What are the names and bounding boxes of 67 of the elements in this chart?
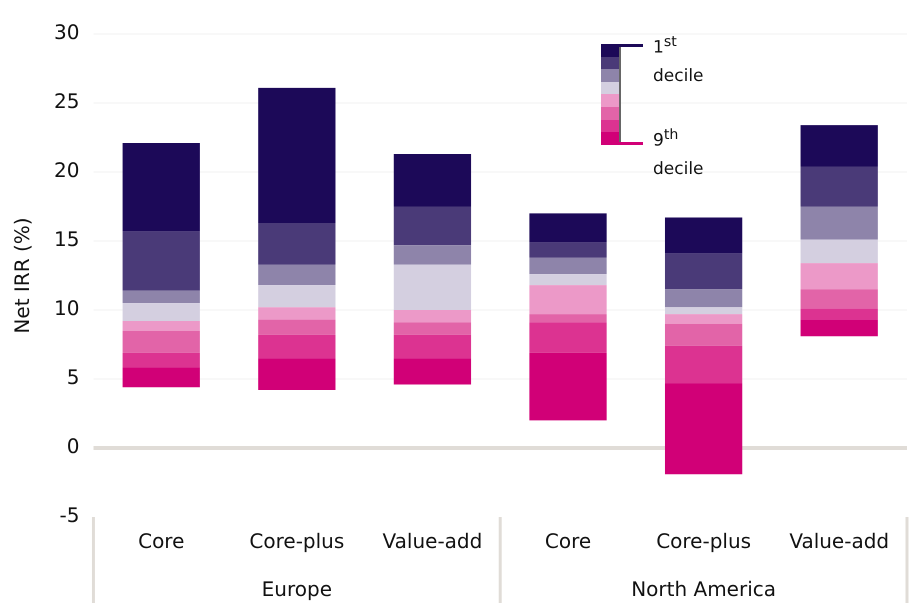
bar [394, 206, 472, 246]
bar [258, 285, 336, 308]
bar [258, 334, 336, 358]
bar [664, 346, 742, 384]
bar [664, 289, 742, 308]
bar [394, 154, 472, 206]
y-tick-label: -5 [59, 503, 80, 528]
bar [529, 322, 607, 353]
x-tick-label: Value-add [382, 529, 482, 554]
bar [800, 166, 878, 206]
bar [258, 264, 336, 286]
bar [800, 125, 878, 166]
bar [664, 253, 742, 290]
y-tick-label: 20 [54, 158, 80, 182]
bar [258, 358, 336, 390]
bar [394, 358, 472, 385]
bar [800, 308, 878, 320]
bar [394, 245, 472, 264]
y-tick-label: 25 [54, 89, 80, 114]
bar [258, 88, 336, 224]
bar [122, 352, 200, 368]
y-tick-label: 15 [54, 227, 80, 252]
bar [800, 320, 878, 336]
bar [122, 367, 200, 388]
bar [664, 314, 742, 324]
y-tick-label: 0 [66, 434, 80, 458]
bar [664, 307, 742, 314]
bar [529, 285, 607, 314]
x-tick-label: Core-plus [656, 529, 752, 554]
bar [529, 274, 607, 286]
bar [394, 334, 472, 358]
bar [258, 223, 336, 264]
bar [122, 231, 200, 291]
bar [529, 352, 607, 420]
bar [122, 321, 200, 331]
bar [122, 290, 200, 304]
x-tick-label: Core [138, 529, 184, 554]
text: North America [631, 577, 776, 602]
bar [394, 322, 472, 335]
bar [122, 303, 200, 322]
x-tick-label: Value-add [789, 529, 890, 554]
bar [800, 263, 878, 290]
y-tick-label: 30 [54, 20, 80, 44]
bar [800, 240, 878, 264]
text: Europe [262, 577, 332, 602]
x-tick-label: Core-plus [249, 529, 344, 554]
bar [529, 213, 607, 242]
y-tick-label: 10 [54, 296, 80, 320]
bar [664, 324, 742, 346]
bar [394, 264, 472, 310]
bar [800, 289, 878, 309]
annotation: 9$^{th}$ decile [653, 126, 705, 181]
y-tick-label: 5 [66, 365, 80, 390]
bar [664, 383, 742, 474]
bar [394, 310, 472, 322]
bar [258, 320, 336, 335]
bar [122, 143, 200, 232]
bar [529, 314, 607, 322]
bar [529, 258, 607, 274]
bar [664, 218, 742, 254]
bar [800, 206, 878, 240]
x-tick-label: Core [544, 529, 592, 554]
annotation: 1$^{st}$ decile [653, 33, 705, 88]
bar [122, 330, 200, 353]
y-axis-title: Net IRR (%) [10, 217, 34, 334]
bar [258, 307, 336, 320]
bar [529, 242, 607, 258]
